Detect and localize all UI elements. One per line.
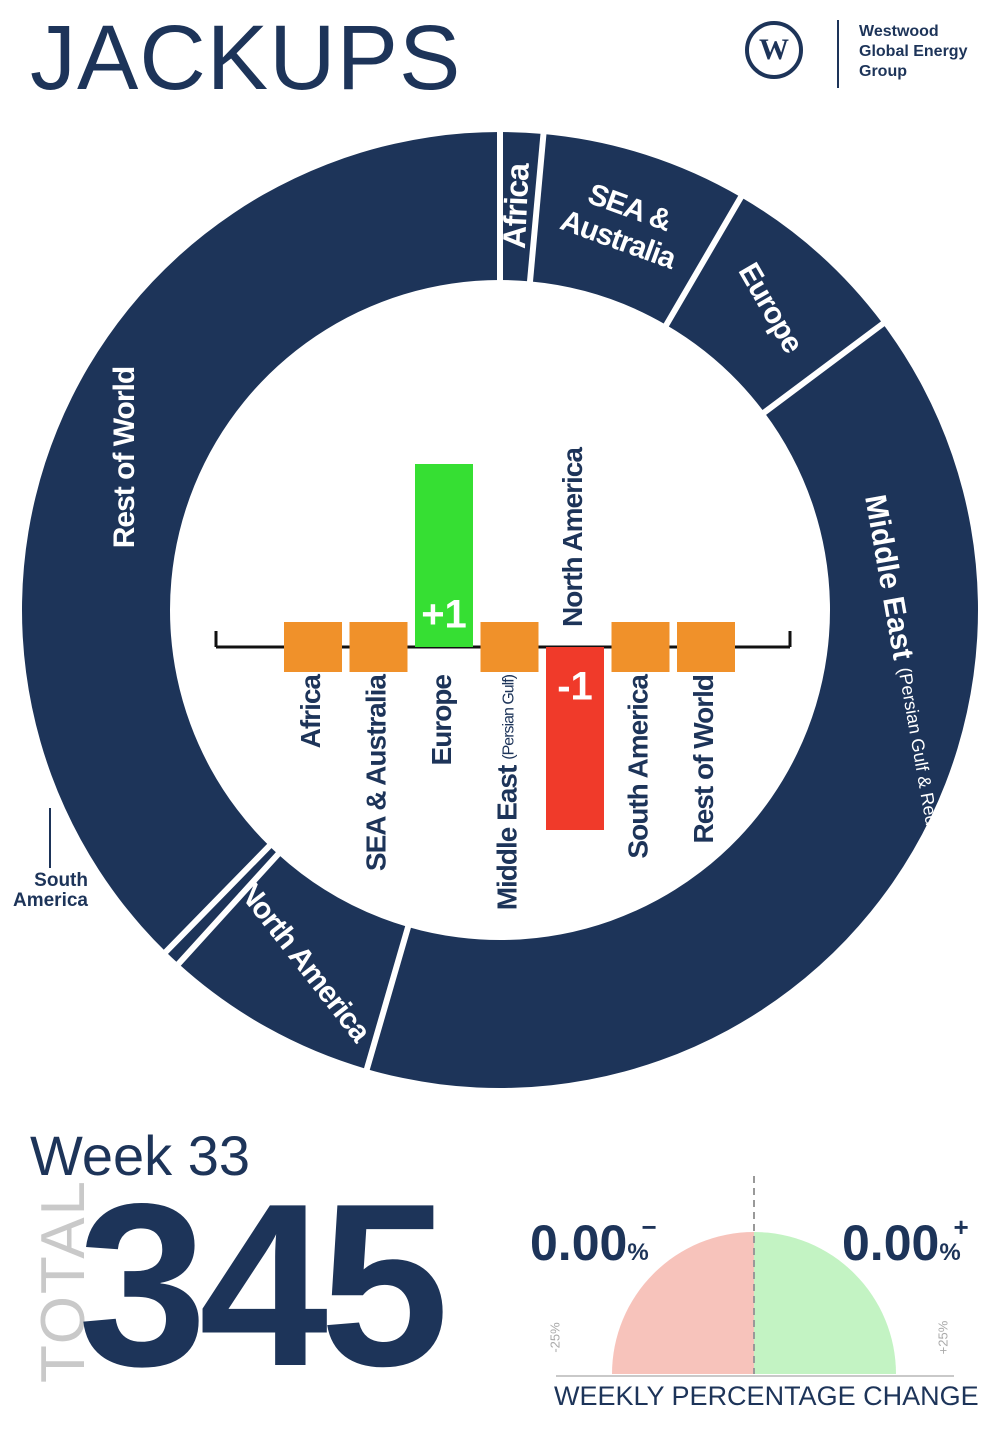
bar-category-sub: (Persian Gulf) bbox=[501, 674, 518, 759]
bar-category-text: South America bbox=[623, 674, 654, 859]
bar-category-main: Europe bbox=[426, 675, 457, 766]
donut-label-text: Africa bbox=[496, 162, 536, 249]
logo: W Westwood Global Energy Group bbox=[743, 18, 983, 90]
bar-category-main: North America bbox=[557, 447, 588, 627]
bar-category-main: SEA & Australia bbox=[361, 674, 392, 872]
bar-category-text: Middle East (Persian Gulf) bbox=[492, 674, 523, 910]
bar-category-label-north-america: North America bbox=[557, 447, 588, 627]
page-title: JACKUPS bbox=[30, 7, 462, 109]
logo-line-3: Group bbox=[859, 63, 907, 80]
south-america-callout-line-2: America bbox=[13, 890, 88, 911]
positive-change: 0.00% + bbox=[842, 1214, 969, 1271]
bar-rest-of-world bbox=[677, 622, 735, 672]
bar-category-text: Rest of World bbox=[688, 675, 719, 843]
slice-separator bbox=[661, 192, 746, 330]
donut-slice-south-america bbox=[165, 845, 279, 964]
logo-line-2: Global Energy bbox=[859, 43, 968, 60]
positive-percent-symbol: % bbox=[939, 1239, 961, 1266]
week-label: Week 33 bbox=[30, 1124, 250, 1187]
bar-north-america bbox=[546, 647, 604, 830]
logo-divider bbox=[837, 20, 839, 88]
bar-value-label-europe: +1 bbox=[421, 593, 467, 637]
bar-category-label-europe: Europe bbox=[426, 675, 457, 766]
bar-category-label-africa: Africa bbox=[295, 674, 326, 749]
logo-text: Westwood Global Energy Group bbox=[859, 22, 967, 82]
westwood-logo-icon: W bbox=[745, 21, 803, 79]
bar-category-text: SEA & Australia bbox=[361, 674, 392, 872]
slice-separator bbox=[759, 318, 888, 418]
donut-label-text: Rest of World bbox=[108, 367, 141, 548]
negative-percent-symbol: % bbox=[627, 1239, 649, 1266]
donut-label-rest-of-world: Rest of World bbox=[108, 367, 141, 548]
donut-label-africa: Africa bbox=[496, 162, 536, 249]
plus-sign: + bbox=[953, 1212, 969, 1242]
bar-category-text: Africa bbox=[295, 674, 326, 749]
bar-sea-australia bbox=[349, 622, 408, 672]
logo-line-1: Westwood bbox=[859, 23, 939, 40]
bar-category-label-sea-australia: SEA & Australia bbox=[361, 674, 392, 872]
donut-slice-north-america bbox=[178, 854, 409, 1070]
gauge-caption: WEEKLY PERCENTAGE CHANGE bbox=[554, 1381, 979, 1411]
donut-slice-europe bbox=[666, 197, 883, 413]
donut-slice-rest-of-world bbox=[21, 131, 501, 952]
slice-separator bbox=[526, 129, 547, 286]
minus-sign: − bbox=[641, 1212, 657, 1242]
bar-category-main: South America bbox=[623, 674, 654, 859]
bar-category-main: Africa bbox=[295, 674, 326, 749]
donut-slice-sea-australia bbox=[530, 133, 741, 325]
bar-category-label-middle-east-persian-gulf: Middle East (Persian Gulf) bbox=[492, 674, 523, 910]
donut-slice-middle-east bbox=[366, 323, 978, 1088]
bar-category-text: Europe bbox=[426, 675, 457, 766]
bar-category-label-rest-of-world: Rest of World bbox=[688, 675, 719, 843]
bar-south-america bbox=[611, 622, 670, 672]
positive-change-value: 0.00 bbox=[842, 1215, 940, 1271]
gauge-min-label: -25% bbox=[547, 1322, 563, 1353]
logo-mark: W bbox=[759, 33, 789, 66]
bar-category-main: Middle East bbox=[492, 765, 523, 910]
gauge-max-label: +25% bbox=[935, 1320, 951, 1355]
slice-separator bbox=[362, 922, 413, 1074]
negative-change-value: 0.00 bbox=[530, 1215, 628, 1271]
slice-separator bbox=[160, 841, 275, 957]
bar-category-main: Rest of World bbox=[688, 675, 719, 843]
bar-africa bbox=[284, 622, 342, 672]
bar-europe bbox=[415, 464, 473, 647]
bar-category-label-south-america: South America bbox=[623, 674, 654, 859]
total-value: 345 bbox=[78, 1156, 449, 1415]
south-america-callout-line-1: South bbox=[34, 870, 88, 891]
bar-value-label-north-america: -1 bbox=[557, 665, 593, 709]
bar-middle-east-persian-gulf bbox=[480, 622, 539, 672]
bar-category-text: North America bbox=[557, 447, 588, 627]
negative-change: 0.00% − bbox=[530, 1214, 657, 1271]
slice-separator bbox=[173, 849, 283, 969]
